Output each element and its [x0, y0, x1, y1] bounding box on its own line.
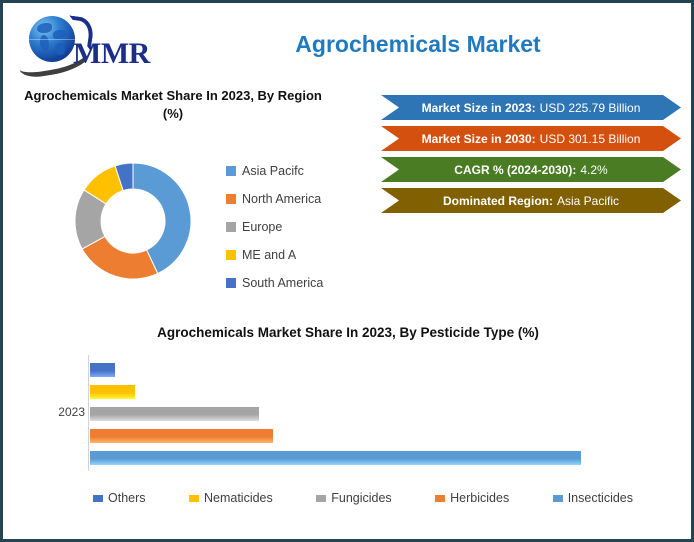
bar-legend-label: Insecticides	[567, 491, 633, 505]
legend-swatch-icon	[226, 222, 236, 232]
globe-icon	[29, 16, 75, 62]
metric-banner-1: Market Size in 2023: USD 225.79 Billion	[381, 95, 681, 120]
donut-legend-label: ME and A	[242, 248, 297, 262]
bar-legend-item: Nematicides	[188, 491, 273, 505]
donut-legend-label: Asia Pacifc	[242, 164, 304, 178]
bar-legend-label: Fungicides	[331, 491, 392, 505]
legend-swatch-icon	[552, 494, 563, 502]
logo-text: MMR	[73, 37, 150, 70]
bar-chart-title: Agrochemicals Market Share In 2023, By P…	[157, 325, 539, 340]
metric-banner-label: Market Size in 2023:	[421, 100, 536, 115]
donut-legend-item: North America	[226, 185, 376, 213]
pesticide-share-panel: Agrochemicals Market Share In 2023, By P…	[13, 321, 683, 536]
bar-legend-item: Herbicides	[435, 491, 509, 505]
metric-banner-3: CAGR % (2024-2030): 4.2%	[381, 157, 681, 182]
metric-banner-value: USD 225.79 Billion	[539, 100, 641, 115]
donut-legend-item: ME and A	[226, 241, 376, 269]
header: MMR Agrochemicals Market	[3, 3, 691, 81]
legend-swatch-icon	[188, 494, 199, 502]
donut-legend-label: Europe	[242, 220, 283, 234]
donut-legend: Asia Pacifc North America Europe ME and A So…	[226, 157, 376, 297]
metric-banner-2: Market Size in 2030: USD 301.15 Billion	[381, 126, 681, 151]
bar-legend-item: Fungicides	[316, 491, 392, 505]
donut-legend-item: Asia Pacifc	[226, 157, 376, 185]
bar-nematicides	[90, 385, 135, 399]
metric-banner-label: Dominated Region:	[442, 193, 553, 208]
metric-banner-value: Asia Pacific	[556, 193, 620, 208]
donut-legend-label: North America	[242, 192, 322, 206]
page-title: Agrochemicals Market	[295, 31, 541, 57]
donut-legend-label: South America	[242, 276, 324, 290]
bar-others	[90, 363, 115, 377]
donut-slice-asia-pacifc	[132, 162, 192, 275]
metric-banner-label: CAGR % (2024-2030):	[454, 162, 577, 177]
region-donut-chart	[74, 162, 192, 280]
donut-slice-south-america	[114, 162, 134, 192]
key-metrics-banners: Market Size in 2023: USD 225.79 Billion Ma…	[381, 95, 681, 219]
bar-legend-label: Nematicides	[203, 491, 273, 505]
bar-herbicides	[90, 429, 274, 443]
metric-banner-4: Dominated Region: Asia Pacific	[381, 188, 681, 213]
bar-plot-area	[88, 355, 669, 471]
bar-fungicides	[90, 407, 259, 421]
bar-legend-item: Others	[93, 491, 146, 505]
bar-legend-item: Insecticides	[552, 491, 633, 505]
bar-legend: Others Nematicides Fungicides Herbicides Ins…	[93, 491, 633, 505]
legend-swatch-icon	[316, 494, 327, 502]
legend-swatch-icon	[435, 494, 446, 502]
donut-legend-item: Europe	[226, 213, 376, 241]
region-share-panel: Agrochemicals Market Share In 2023, By R…	[13, 85, 373, 300]
donut-chart-title: Agrochemicals Market Share In 2023, By R…	[24, 88, 322, 121]
legend-swatch-icon	[226, 278, 236, 288]
bar-category-label: 2023	[58, 405, 85, 419]
legend-swatch-icon	[226, 194, 236, 204]
bar-legend-label: Herbicides	[450, 491, 510, 505]
metric-banner-value: USD 301.15 Billion	[539, 131, 641, 146]
legend-swatch-icon	[93, 494, 103, 502]
legend-swatch-icon	[226, 166, 236, 176]
metric-banner-label: Market Size in 2030:	[421, 131, 536, 146]
bar-insecticides	[90, 451, 581, 465]
metric-banner-value: 4.2%	[580, 162, 608, 177]
legend-swatch-icon	[226, 250, 236, 260]
donut-legend-item: South America	[226, 269, 376, 297]
bar-legend-label: Others	[108, 491, 146, 505]
mmr-logo: MMR	[15, 9, 150, 80]
